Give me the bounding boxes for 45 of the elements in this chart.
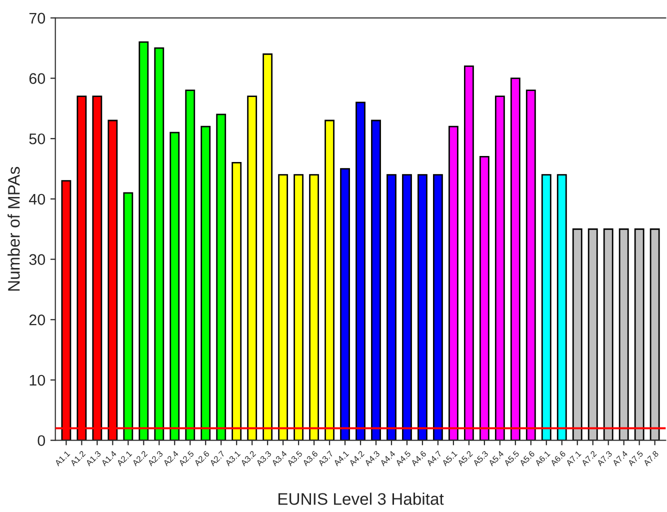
bar — [479, 156, 490, 440]
bar — [464, 66, 474, 440]
bar — [572, 228, 582, 440]
y-tick-label: 70 — [29, 12, 46, 24]
bar — [278, 174, 288, 440]
bar — [634, 228, 644, 440]
bar — [216, 114, 226, 440]
bar — [340, 168, 350, 440]
bar — [138, 41, 149, 440]
bar — [494, 96, 505, 440]
bar — [170, 132, 180, 440]
bar — [356, 102, 366, 440]
bar — [526, 90, 536, 440]
bar — [371, 120, 381, 440]
bar — [556, 174, 567, 440]
y-tick-label: 60 — [29, 73, 46, 84]
bar — [650, 228, 660, 440]
bar — [247, 96, 258, 440]
bar — [433, 174, 443, 440]
bar — [603, 228, 614, 440]
y-tick-label: 30 — [29, 254, 46, 265]
bar — [309, 174, 319, 440]
y-tick-label: 40 — [29, 194, 46, 205]
y-tick-label: 10 — [30, 374, 46, 386]
bar — [588, 228, 598, 440]
bar — [418, 174, 428, 440]
bar — [200, 126, 211, 440]
y-axis-title: Number of MPAs — [8, 166, 20, 291]
bar — [541, 174, 552, 440]
bar — [123, 192, 134, 440]
bar — [402, 174, 412, 440]
bar — [510, 78, 520, 440]
y-tick-label: 0 — [38, 435, 46, 446]
x-axis-title: EUNIS Level 3 Habitat — [278, 492, 444, 505]
bar — [262, 53, 273, 440]
y-tick-label: 50 — [29, 133, 46, 144]
bar — [232, 162, 242, 440]
bar — [618, 228, 629, 440]
bar — [386, 174, 396, 440]
bar — [154, 47, 164, 440]
bar — [448, 126, 458, 440]
bar — [324, 120, 334, 440]
y-tick-label: 20 — [29, 314, 46, 326]
bar — [185, 90, 196, 440]
bar — [294, 174, 304, 440]
